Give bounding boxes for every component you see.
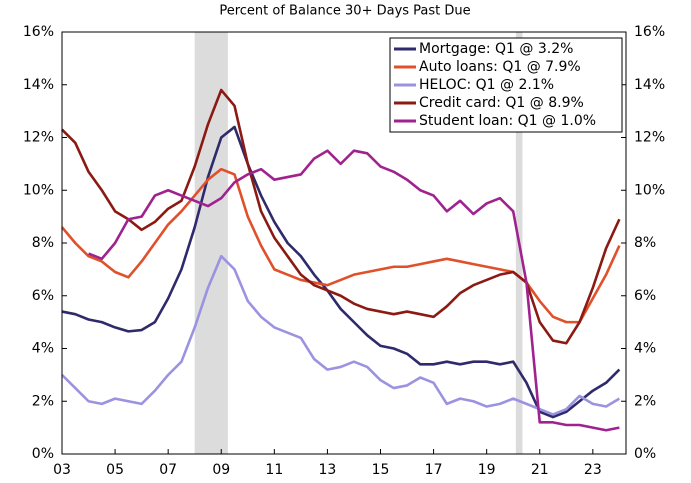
y2-tick-label: 2% bbox=[634, 393, 656, 409]
y2-tick-label: 10% bbox=[634, 182, 665, 198]
legend-label: Credit card: Q1 @ 8.9% bbox=[419, 95, 584, 111]
y2-tick-label: 12% bbox=[634, 130, 665, 146]
legend-label: Auto loans: Q1 @ 7.9% bbox=[419, 59, 581, 75]
y-tick-label: 12% bbox=[23, 130, 54, 146]
y2-tick-label: 0% bbox=[634, 446, 656, 462]
y-tick-label: 14% bbox=[23, 77, 54, 93]
x-tick-label: 11 bbox=[265, 462, 283, 478]
series-line bbox=[61, 167, 621, 324]
x-tick-label: 23 bbox=[584, 462, 602, 478]
x-tick-label: 19 bbox=[478, 462, 496, 478]
y-tick-label: 0% bbox=[32, 446, 54, 462]
x-tick-label: 07 bbox=[159, 462, 177, 478]
y-tick-label: 4% bbox=[32, 341, 54, 357]
y2-tick-label: 8% bbox=[634, 235, 656, 251]
plot-frame bbox=[61, 31, 627, 455]
y2-tick-label: 16% bbox=[634, 24, 665, 40]
legend-box bbox=[389, 37, 623, 133]
legend-label: Student loan: Q1 @ 1.0% bbox=[419, 113, 596, 129]
x-tick-label: 05 bbox=[106, 462, 124, 478]
x-tick-label: 17 bbox=[425, 462, 443, 478]
y-tick-label: 8% bbox=[32, 235, 54, 251]
x-tick-label: 09 bbox=[212, 462, 230, 478]
y-tick-label: 2% bbox=[32, 393, 54, 409]
x-tick-label: 13 bbox=[318, 462, 336, 478]
x-tick-label: 15 bbox=[372, 462, 390, 478]
chart-subtitle: Percent of Balance 30+ Days Past Due bbox=[219, 4, 470, 19]
legend: Mortgage: Q1 @ 3.2% Auto loans: Q1 @ 7.9%… bbox=[389, 37, 623, 133]
series-line bbox=[61, 125, 621, 419]
series-line bbox=[88, 149, 620, 432]
x-tick-label: 03 bbox=[53, 462, 71, 478]
y-tick-label: 10% bbox=[23, 182, 54, 198]
x-tick-label: 21 bbox=[531, 462, 549, 478]
y2-tick-label: 6% bbox=[634, 288, 656, 304]
y2-tick-label: 14% bbox=[634, 77, 665, 93]
legend-label: Mortgage: Q1 @ 3.2% bbox=[419, 41, 573, 57]
y-tick-label: 16% bbox=[23, 24, 54, 40]
y2-tick-label: 4% bbox=[634, 341, 656, 357]
series-line bbox=[61, 254, 621, 416]
recession-band bbox=[194, 32, 228, 454]
y-tick-label: 6% bbox=[32, 288, 54, 304]
legend-label: HELOC: Q1 @ 2.1% bbox=[419, 77, 554, 93]
